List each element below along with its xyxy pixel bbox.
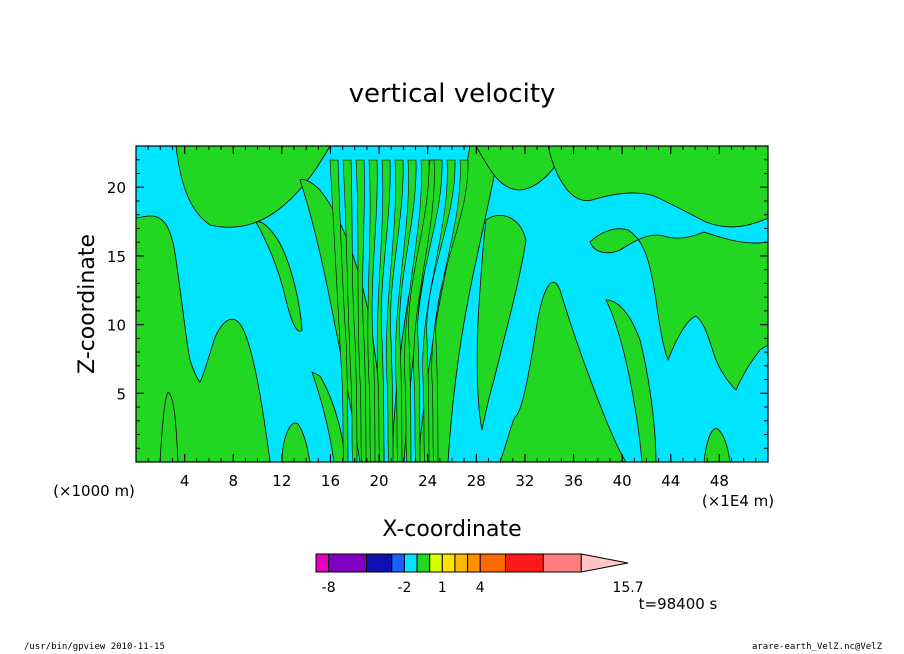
colorbar-arrow xyxy=(580,553,629,573)
x-tick-label: 48 xyxy=(710,472,729,490)
chart-title: vertical velocity xyxy=(349,79,556,109)
y-axis: 5 10 15 20 xyxy=(107,159,768,449)
positive-region xyxy=(589,228,768,391)
positive-streak xyxy=(422,159,456,462)
x-tick-label: 20 xyxy=(370,472,389,490)
colorbar-bin xyxy=(366,553,393,573)
positive-region xyxy=(499,281,627,462)
colorbar-bin xyxy=(467,553,481,573)
x-tick-label: 28 xyxy=(467,472,486,490)
colorbar-label: -2 xyxy=(397,580,411,596)
colorbar-bin xyxy=(542,553,582,573)
y-scale-note: (×1000 m) xyxy=(53,482,135,500)
colorbar-label: 15.7 xyxy=(612,580,643,596)
x-tick-label: 36 xyxy=(564,472,583,490)
colorbar-bin xyxy=(403,553,418,573)
x-tick-label: 16 xyxy=(321,472,340,490)
colorbar-bin xyxy=(315,553,330,573)
colorbar-bin xyxy=(416,553,431,573)
x-scale-note: (×1E4 m) xyxy=(702,492,774,510)
positive-streak xyxy=(413,159,443,462)
positive-region xyxy=(175,146,331,228)
positive-region xyxy=(605,299,657,462)
colorbar-bin xyxy=(328,553,368,573)
positive-region xyxy=(311,371,347,462)
colorbar-bin xyxy=(391,553,405,573)
positive-region xyxy=(547,146,768,228)
colorbar-bin xyxy=(429,553,443,573)
x-axis: 4 8 12 16 20 24 28 32 36 40 44 48 xyxy=(147,146,757,490)
y-tick-label: 10 xyxy=(107,317,126,335)
positive-region xyxy=(476,215,527,431)
colorbar: -8 -2 1 4 15.7 xyxy=(315,553,644,596)
colorbar-label: 1 xyxy=(438,580,447,596)
x-tick-label: 44 xyxy=(661,472,680,490)
footer-left: /usr/bin/gpview 2010-11-15 xyxy=(24,642,165,652)
time-label: t=98400 s xyxy=(639,595,718,613)
positive-region xyxy=(159,391,179,462)
x-tick-label: 32 xyxy=(515,472,534,490)
plot-area xyxy=(136,146,768,462)
colorbar-bin xyxy=(454,553,469,573)
colorbar-label: -8 xyxy=(322,580,336,596)
y-tick-label: 20 xyxy=(107,179,126,197)
y-axis-label: Z-coordinate xyxy=(75,234,100,374)
x-axis-label: X-coordinate xyxy=(382,517,521,542)
y-tick-label: 15 xyxy=(107,248,126,266)
footer-right: arare-earth_VelZ.nc@VelZ xyxy=(751,642,882,652)
x-tick-label: 40 xyxy=(613,472,632,490)
colorbar-label: 4 xyxy=(476,580,485,596)
colorbar-bin xyxy=(504,553,544,573)
colorbar-bin xyxy=(441,553,456,573)
y-tick-label: 5 xyxy=(116,385,126,403)
positive-region xyxy=(255,221,303,332)
colorbar-bin xyxy=(479,553,506,573)
x-tick-label: 4 xyxy=(180,472,190,490)
x-tick-label: 24 xyxy=(418,472,437,490)
x-tick-label: 8 xyxy=(228,472,238,490)
positive-region xyxy=(703,427,731,462)
positive-streak xyxy=(431,159,469,462)
x-tick-label: 12 xyxy=(272,472,291,490)
positive-region xyxy=(281,422,311,462)
